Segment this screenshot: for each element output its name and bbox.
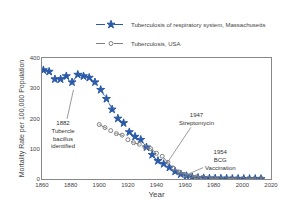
svg-text:1960: 1960 [178,182,192,188]
svg-text:400: 400 [30,55,41,61]
svg-text:Year: Year [148,190,165,199]
svg-text:Tuberculosis of respiratory sy: Tuberculosis of respiratory system, Mass… [131,22,266,28]
svg-text:1900: 1900 [93,182,107,188]
svg-text:200: 200 [30,116,41,122]
svg-text:100: 100 [30,146,41,152]
svg-text:1940: 1940 [150,182,164,188]
svg-text:1882Tuberclebacillusidentified: 1882Tuberclebacillusidentified [51,120,75,149]
svg-text:1920: 1920 [121,182,135,188]
svg-text:2000: 2000 [236,182,250,188]
svg-text:1947Streptomycin: 1947Streptomycin [179,112,214,126]
svg-text:Tuberculosis, USA: Tuberculosis, USA [131,41,180,47]
svg-text:300: 300 [30,85,41,91]
svg-text:1880: 1880 [64,182,78,188]
svg-text:1954BCGVaccination: 1954BCGVaccination [205,149,236,171]
svg-text:0: 0 [36,176,40,182]
svg-text:2020: 2020 [264,182,278,188]
svg-text:Mortality Rate per 100,000 Pop: Mortality Rate per 100,000 Population [18,60,26,178]
svg-text:1980: 1980 [207,182,221,188]
svg-text:1860: 1860 [35,182,49,188]
